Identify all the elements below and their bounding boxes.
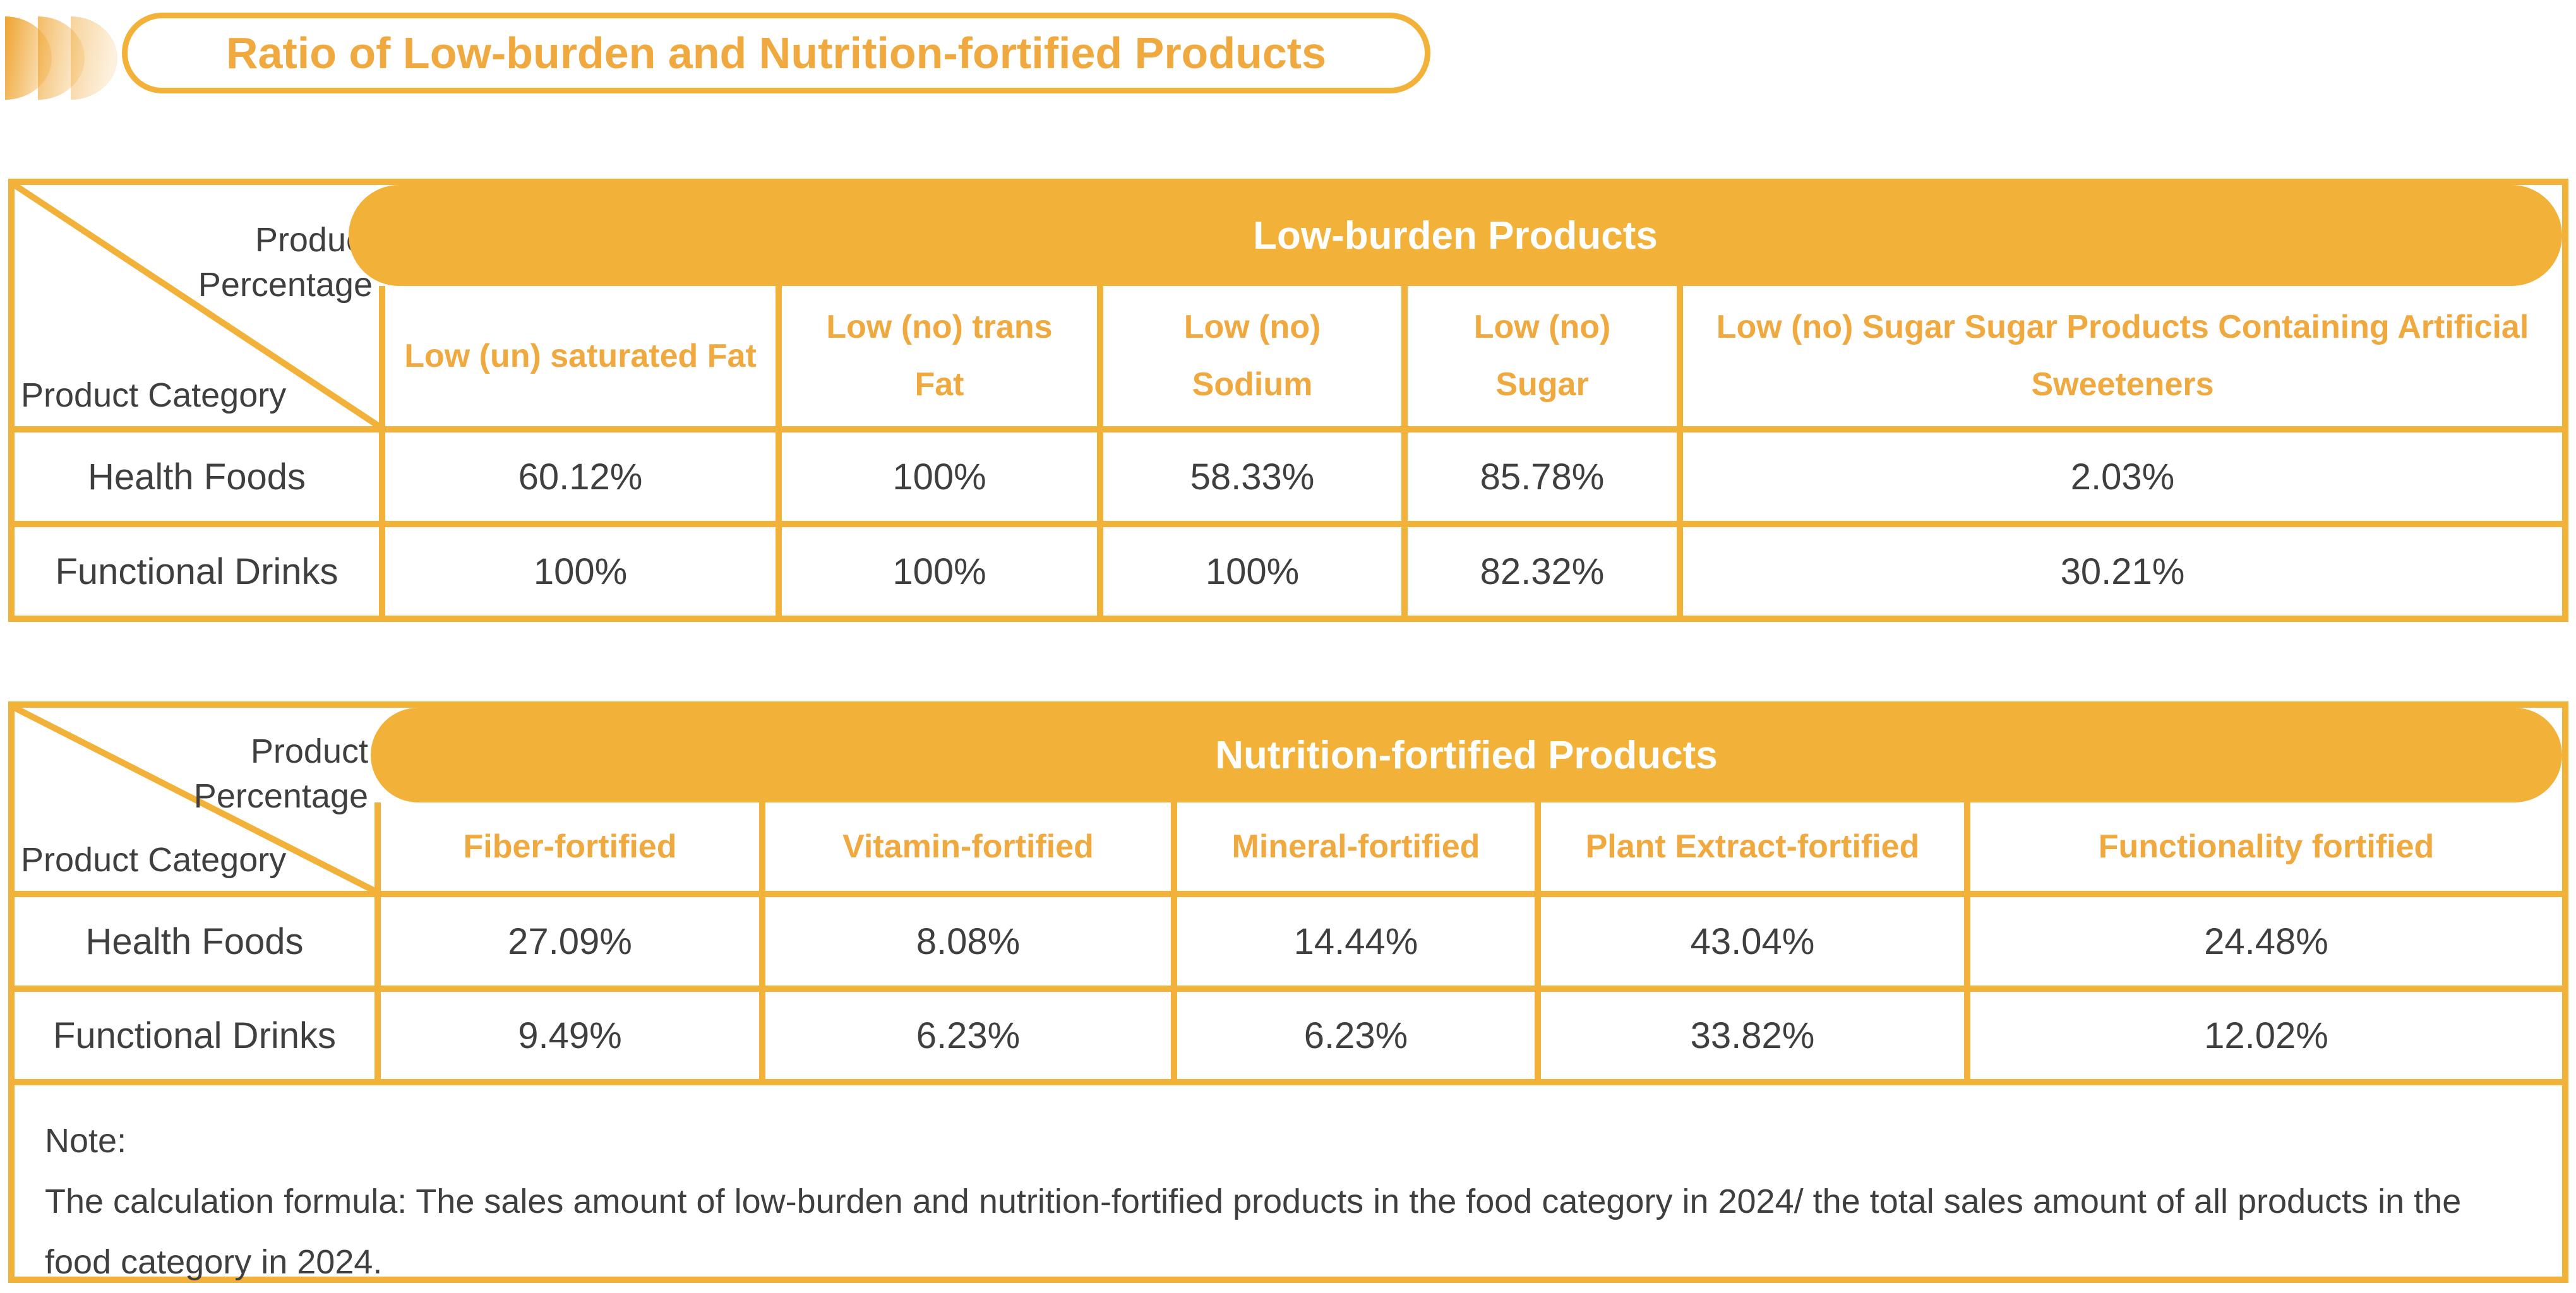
diagonal-line	[15, 185, 379, 426]
data-cell: 100%	[1097, 521, 1401, 616]
data-cell: 24.48%	[1964, 891, 2562, 986]
corner-label-top: Product Percentage	[193, 732, 368, 816]
banner-cell: Low-burden Products	[349, 185, 2562, 286]
column-header: Low (no) trans Fat	[776, 286, 1097, 426]
title-banner: Ratio of Low-burden and Nutrition-fortif…	[122, 13, 1430, 93]
note-label: Note:	[45, 1122, 127, 1160]
corner-label-top: Product Percentage	[198, 221, 373, 304]
row-header: Health Foods	[15, 426, 379, 521]
data-cell: 100%	[379, 521, 776, 616]
banner-pill: Low-burden Products	[349, 185, 2562, 286]
data-cell: 58.33%	[1097, 426, 1401, 521]
column-header: Vitamin-fortified	[759, 802, 1171, 891]
data-cell: 2.03%	[1677, 426, 2562, 521]
corner-label-bottom: Product Category	[21, 841, 287, 879]
data-cell: 100%	[776, 426, 1097, 521]
column-header: Low (un) saturated Fat	[379, 286, 776, 426]
column-header: Low (no) Sodium	[1097, 286, 1401, 426]
row-header: Functional Drinks	[15, 986, 374, 1079]
data-cell: 27.09%	[374, 891, 759, 986]
data-cell: 60.12%	[379, 426, 776, 521]
note: Note: The calculation formula: The sales…	[15, 1079, 2562, 1281]
column-header: Functionality fortified	[1964, 802, 2562, 891]
diagonal-line	[15, 708, 374, 891]
banner-label: Nutrition-fortified Products	[1215, 733, 1718, 777]
data-cell: 14.44%	[1171, 891, 1535, 986]
data-cell: 12.02%	[1964, 986, 2562, 1079]
note-text: The calculation formula: The sales amoun…	[45, 1183, 2462, 1282]
column-header: Low (no) Sugar Sugar Products Containing…	[1677, 286, 2562, 426]
corner-label-bottom: Product Category	[21, 376, 287, 414]
data-cell: 9.49%	[374, 986, 759, 1079]
data-cell: 33.82%	[1535, 986, 1964, 1079]
crescent-fin-icon	[71, 16, 117, 100]
banner-cell: Nutrition-fortified Products	[371, 708, 2562, 802]
row-header: Health Foods	[15, 891, 374, 986]
page-title: Ratio of Low-burden and Nutrition-fortif…	[225, 28, 1327, 78]
corner-cell: Product Percentage Product Category	[15, 708, 374, 891]
data-cell: 43.04%	[1535, 891, 1964, 986]
banner-label: Low-burden Products	[1253, 213, 1658, 258]
banner-pill: Nutrition-fortified Products	[371, 708, 2562, 802]
crescent-fins-icon	[5, 16, 119, 100]
column-header: Mineral-fortified	[1171, 802, 1535, 891]
data-cell: 82.32%	[1401, 521, 1677, 616]
column-header: Low (no) Sugar	[1401, 286, 1677, 426]
column-header: Plant Extract-fortified	[1535, 802, 1964, 891]
data-cell: 100%	[776, 521, 1097, 616]
column-header: Fiber-fortified	[374, 802, 759, 891]
data-cell: 30.21%	[1677, 521, 2562, 616]
table-nutrition-fortified: Product Percentage Product Category Nutr…	[8, 701, 2568, 1283]
row-header: Functional Drinks	[15, 521, 379, 616]
data-cell: 85.78%	[1401, 426, 1677, 521]
data-cell: 6.23%	[1171, 986, 1535, 1079]
data-cell: 6.23%	[759, 986, 1171, 1079]
data-cell: 8.08%	[759, 891, 1171, 986]
corner-cell: Product Percentage Product Category	[15, 185, 379, 426]
table-low-burden: Product Percentage Product Category Low-…	[8, 179, 2568, 622]
